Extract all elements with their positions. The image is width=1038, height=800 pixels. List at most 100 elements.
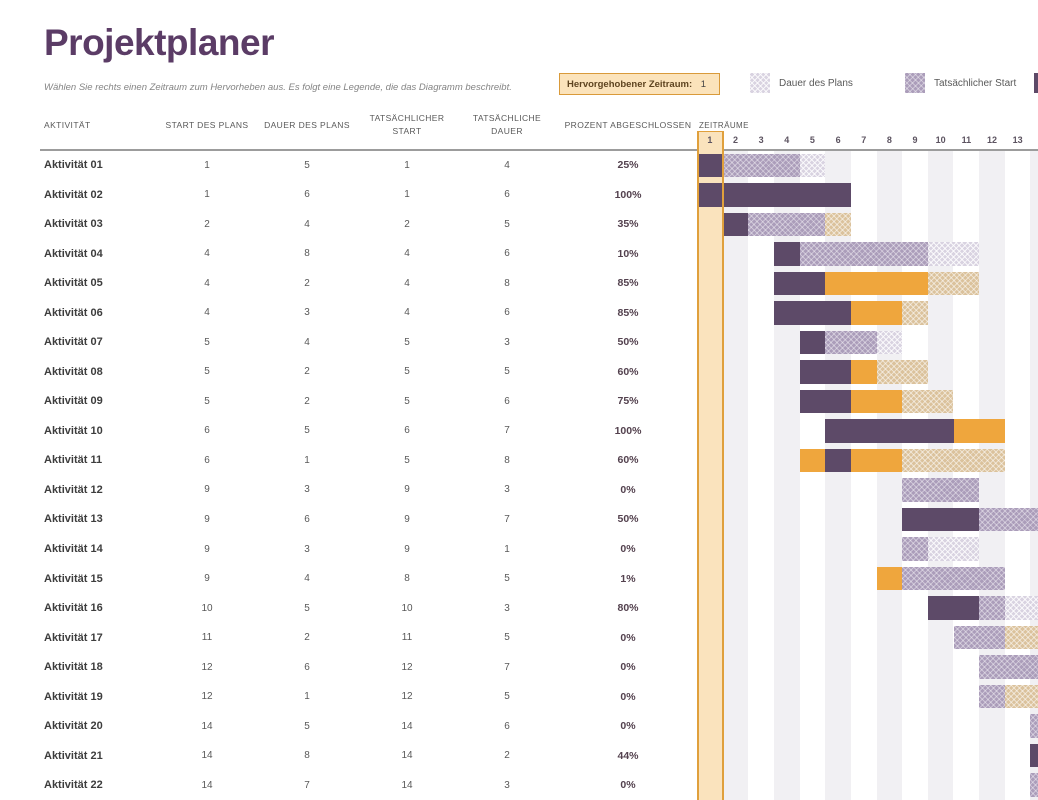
- actual-start-cell[interactable]: 4: [404, 248, 410, 260]
- activity-cell[interactable]: Aktivität 07: [44, 336, 103, 349]
- actual-duration-cell[interactable]: 5: [504, 366, 510, 378]
- plan-duration-cell[interactable]: 7: [304, 779, 310, 791]
- percent-complete-cell[interactable]: 0%: [620, 543, 636, 555]
- highlighted-period-value[interactable]: 1: [700, 78, 706, 90]
- activity-cell[interactable]: Aktivität 18: [44, 661, 103, 674]
- actual-duration-cell[interactable]: 6: [504, 395, 510, 407]
- plan-start-cell[interactable]: 14: [201, 720, 213, 732]
- actual-start-cell[interactable]: 14: [401, 750, 413, 762]
- plan-start-cell[interactable]: 1: [204, 189, 210, 201]
- actual-duration-cell[interactable]: 2: [504, 750, 510, 762]
- plan-duration-cell[interactable]: 3: [304, 543, 310, 555]
- plan-start-cell[interactable]: 12: [201, 661, 213, 673]
- actual-start-cell[interactable]: 5: [404, 454, 410, 466]
- percent-complete-cell[interactable]: 75%: [617, 395, 639, 408]
- plan-start-cell[interactable]: 5: [204, 366, 210, 378]
- plan-start-cell[interactable]: 9: [204, 573, 210, 585]
- plan-duration-cell[interactable]: 2: [304, 277, 310, 289]
- activity-cell[interactable]: Aktivität 22: [44, 779, 103, 792]
- actual-start-cell[interactable]: 2: [404, 218, 410, 230]
- actual-duration-cell[interactable]: 5: [504, 573, 510, 585]
- activity-cell[interactable]: Aktivität 02: [44, 188, 103, 201]
- actual-start-cell[interactable]: 6: [404, 425, 410, 437]
- plan-start-cell[interactable]: 14: [201, 750, 213, 762]
- activity-cell[interactable]: Aktivität 03: [44, 218, 103, 231]
- activity-cell[interactable]: Aktivität 15: [44, 572, 103, 585]
- plan-start-cell[interactable]: 9: [204, 543, 210, 555]
- plan-duration-cell[interactable]: 2: [304, 632, 310, 644]
- actual-start-cell[interactable]: 14: [401, 779, 413, 791]
- percent-complete-cell[interactable]: 35%: [617, 218, 639, 231]
- actual-duration-cell[interactable]: 5: [504, 632, 510, 644]
- percent-complete-cell[interactable]: 25%: [617, 159, 639, 172]
- activity-cell[interactable]: Aktivität 13: [44, 513, 103, 526]
- actual-duration-cell[interactable]: 6: [504, 189, 510, 201]
- percent-complete-cell[interactable]: 1%: [620, 572, 636, 585]
- activity-cell[interactable]: Aktivität 14: [44, 543, 103, 555]
- activity-cell[interactable]: Aktivität 06: [44, 306, 103, 319]
- percent-complete-cell[interactable]: 0%: [620, 779, 636, 792]
- plan-start-cell[interactable]: 14: [201, 779, 213, 791]
- plan-duration-cell[interactable]: 8: [304, 248, 310, 260]
- activity-cell[interactable]: Aktivität 19: [44, 690, 103, 703]
- plan-duration-cell[interactable]: 4: [304, 573, 310, 585]
- activity-cell[interactable]: Aktivität 11: [44, 454, 103, 467]
- plan-start-cell[interactable]: 9: [204, 484, 210, 496]
- activity-cell[interactable]: Aktivität 21: [44, 749, 103, 762]
- plan-duration-cell[interactable]: 6: [304, 189, 310, 201]
- actual-start-cell[interactable]: 4: [404, 307, 410, 319]
- plan-duration-cell[interactable]: 5: [304, 602, 310, 614]
- plan-duration-cell[interactable]: 5: [304, 720, 310, 732]
- plan-duration-cell[interactable]: 3: [304, 307, 310, 319]
- actual-duration-cell[interactable]: 3: [504, 779, 510, 791]
- actual-start-cell[interactable]: 11: [401, 632, 413, 644]
- percent-complete-cell[interactable]: 85%: [617, 306, 639, 319]
- actual-duration-cell[interactable]: 6: [504, 720, 510, 732]
- actual-duration-cell[interactable]: 1: [504, 543, 510, 555]
- percent-complete-cell[interactable]: 0%: [620, 631, 636, 644]
- plan-duration-cell[interactable]: 5: [304, 159, 310, 171]
- actual-duration-cell[interactable]: 6: [504, 248, 510, 260]
- activity-cell[interactable]: Aktivität 10: [44, 424, 103, 437]
- actual-start-cell[interactable]: 5: [404, 336, 410, 348]
- percent-complete-cell[interactable]: 0%: [620, 661, 636, 674]
- percent-complete-cell[interactable]: 0%: [620, 720, 636, 733]
- plan-start-cell[interactable]: 6: [204, 454, 210, 466]
- actual-start-cell[interactable]: 5: [404, 366, 410, 378]
- actual-start-cell[interactable]: 12: [401, 661, 413, 673]
- actual-duration-cell[interactable]: 3: [504, 336, 510, 348]
- actual-start-cell[interactable]: 9: [404, 513, 410, 525]
- percent-complete-cell[interactable]: 80%: [617, 602, 639, 615]
- actual-start-cell[interactable]: 1: [404, 159, 410, 171]
- plan-start-cell[interactable]: 1: [204, 159, 210, 171]
- percent-complete-cell[interactable]: 50%: [617, 513, 639, 526]
- plan-duration-cell[interactable]: 1: [304, 691, 310, 703]
- plan-start-cell[interactable]: 4: [204, 277, 210, 289]
- percent-complete-cell[interactable]: 0%: [620, 483, 636, 496]
- actual-duration-cell[interactable]: 6: [504, 307, 510, 319]
- actual-duration-cell[interactable]: 3: [504, 602, 510, 614]
- activity-cell[interactable]: Aktivität 05: [44, 277, 103, 290]
- percent-complete-cell[interactable]: 60%: [617, 454, 639, 467]
- actual-start-cell[interactable]: 8: [404, 573, 410, 585]
- plan-start-cell[interactable]: 2: [204, 218, 210, 230]
- plan-start-cell[interactable]: 5: [204, 395, 210, 407]
- actual-duration-cell[interactable]: 4: [504, 159, 510, 171]
- actual-start-cell[interactable]: 10: [401, 602, 413, 614]
- activity-cell[interactable]: Aktivität 20: [44, 720, 103, 733]
- percent-complete-cell[interactable]: 85%: [617, 277, 639, 290]
- actual-duration-cell[interactable]: 8: [504, 277, 510, 289]
- plan-start-cell[interactable]: 11: [201, 632, 213, 644]
- actual-start-cell[interactable]: 4: [404, 277, 410, 289]
- plan-duration-cell[interactable]: 3: [304, 484, 310, 496]
- percent-complete-cell[interactable]: 0%: [620, 690, 636, 703]
- plan-duration-cell[interactable]: 2: [304, 366, 310, 378]
- plan-start-cell[interactable]: 4: [204, 307, 210, 319]
- activity-cell[interactable]: Aktivität 01: [44, 159, 103, 172]
- actual-start-cell[interactable]: 1: [404, 189, 410, 201]
- actual-duration-cell[interactable]: 7: [504, 425, 510, 437]
- actual-duration-cell[interactable]: 7: [504, 513, 510, 525]
- percent-complete-cell[interactable]: 100%: [614, 424, 642, 437]
- activity-cell[interactable]: Aktivität 12: [44, 483, 103, 496]
- activity-cell[interactable]: Aktivität 16: [44, 602, 103, 615]
